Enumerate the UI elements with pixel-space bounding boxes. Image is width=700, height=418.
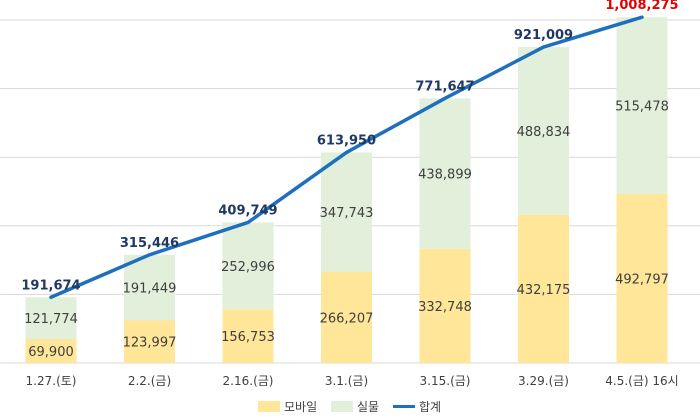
category-label-4: 3.15.(금) (420, 374, 471, 388)
label-total-3: 613,950 (317, 133, 376, 148)
bar-mobile-5 (518, 214, 569, 363)
label-mobile-5: 432,175 (517, 283, 571, 298)
label-total-2: 409,749 (218, 203, 277, 218)
legend: 모바일 실물 합계 (258, 400, 441, 414)
label-total-0: 191,674 (21, 278, 80, 293)
category-label-2: 2.16.(금) (223, 374, 274, 388)
label-physical-1: 191,449 (123, 282, 177, 297)
bar-mobile-2 (222, 309, 274, 363)
label-mobile-3: 266,207 (320, 311, 374, 326)
bar-mobile-6 (616, 193, 668, 363)
bar-physical-0 (25, 297, 77, 340)
bar-physical-3 (321, 152, 372, 272)
category-label-5: 3.29.(금) (518, 374, 569, 388)
label-mobile-1: 123,997 (123, 336, 177, 351)
label-mobile-2: 156,753 (221, 330, 275, 345)
legend-label-total: 합계 (419, 400, 441, 414)
label-physical-6: 515,478 (615, 100, 669, 115)
label-mobile-6: 492,797 (615, 272, 669, 287)
label-total-4: 771,647 (415, 79, 474, 94)
legend-swatch-physical (331, 401, 353, 412)
bar-physical-4 (419, 98, 471, 249)
total-line (49, 15, 644, 300)
bar-mobile-4 (419, 248, 471, 363)
label-mobile-4: 332,748 (418, 300, 472, 315)
category-labels: 1.27.(토) 2.2.(금) 2.16.(금) 3.1.(금) 3.15.(금) 3.… (26, 374, 679, 388)
label-physical-0: 121,774 (24, 312, 78, 327)
category-label-6: 4.5.(금) 16시 (605, 374, 678, 388)
legend-label-mobile: 모바일 (284, 400, 317, 414)
bar-physical-1 (124, 254, 175, 321)
bar-mobile-0 (25, 339, 77, 363)
value-labels: 69,900 121,774 123,997 191,449 156,753 252,99… (21, 0, 678, 360)
category-label-0: 1.27.(토) (26, 374, 77, 388)
total-line-path (49, 15, 644, 300)
label-total-1: 315,446 (120, 236, 179, 251)
bar-mobile-3 (321, 271, 372, 363)
label-total-5: 921,009 (514, 28, 573, 43)
label-physical-2: 252,996 (221, 260, 275, 275)
category-label-1: 2.2.(금) (128, 374, 171, 388)
bar-physical-5 (518, 47, 569, 215)
label-physical-4: 438,899 (418, 168, 472, 183)
category-label-3: 3.1.(금) (325, 374, 368, 388)
bar-mobile-1 (124, 320, 175, 363)
label-physical-5: 488,834 (517, 125, 571, 140)
bars (25, 17, 668, 363)
label-physical-3: 347,743 (320, 206, 374, 221)
legend-swatch-mobile (258, 401, 280, 412)
bar-physical-2 (222, 222, 274, 310)
bar-physical-6 (616, 17, 668, 194)
label-total-6: 1,008,275 (605, 0, 678, 13)
label-mobile-0: 69,900 (28, 345, 74, 360)
legend-label-physical: 실물 (357, 400, 379, 414)
